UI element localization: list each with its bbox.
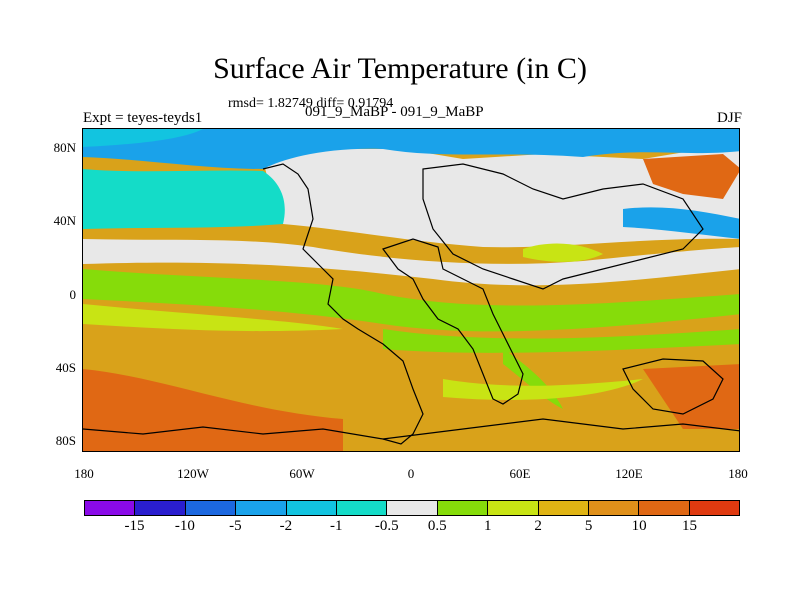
green-band-equator: [383, 329, 739, 353]
colorbar-label-7: 1: [483, 518, 492, 534]
hot-region-siberia: [643, 154, 739, 199]
colorbar-swatch-9: [538, 501, 589, 515]
colorbar-label-6: 0.5: [427, 518, 447, 534]
map-title: Surface Air Temperature (in C): [213, 52, 587, 85]
eurasia-coastline: [422, 163, 704, 290]
colorbar-swatch-1: [135, 501, 186, 515]
colorbar-label-11: 15: [682, 518, 698, 534]
colorbar-swatch-0: [85, 501, 136, 515]
colorbar-label-1: -10: [174, 518, 195, 534]
colorbar-swatch-7: [437, 501, 489, 515]
neutral-band-north: [83, 239, 739, 286]
colorbar-swatch-5: [336, 501, 388, 515]
colorbar-label-0: -15: [124, 518, 145, 534]
colorbar-swatch-11: [639, 501, 690, 515]
coastlines: [83, 163, 739, 445]
hot-region-south-pacific: [83, 369, 343, 451]
colorbar-label-10: 10: [631, 518, 647, 534]
colorbar-label-9: 5: [584, 518, 593, 534]
colorbar-label-8: 2: [534, 518, 542, 534]
africa-coastline: [382, 238, 524, 405]
colorbar-label-4: -1: [330, 518, 343, 534]
case-label: 091_9_MaBP - 091_9_MaBP: [305, 104, 484, 120]
colorbar-swatch-2: [185, 501, 237, 515]
y-tick-80s: 80S: [55, 433, 76, 448]
colorbar: [84, 500, 740, 516]
temperature-field: [83, 129, 739, 451]
experiment-label: Expt = teyes-teyds1: [83, 110, 203, 126]
y-tick-0: 0: [69, 287, 77, 302]
colorbar-swatch-10: [588, 501, 640, 515]
yellow-green-south-atlantic: [443, 379, 643, 400]
x-tick-120w: 120W: [177, 466, 209, 481]
x-tick-0: 0: [407, 466, 415, 481]
antarctica-coastline: [83, 418, 739, 440]
x-tick-60w: 60W: [289, 466, 315, 481]
blue-region-arctic: [83, 129, 739, 169]
americas-coastline: [262, 163, 424, 445]
colorbar-label-3: -2: [279, 518, 293, 534]
season-label: DJF: [716, 110, 742, 126]
cyan-arctic-west: [83, 129, 203, 147]
australia-coastline: [622, 358, 724, 415]
blue-region-north-pacific-east: [623, 207, 739, 239]
x-tick-60e: 60E: [509, 466, 531, 481]
cyan-region-north-pacific: [83, 169, 285, 229]
colorbar-swatch-8: [488, 501, 539, 515]
neutral-region-eurasia: [263, 149, 739, 248]
map-plot-area: [82, 128, 740, 452]
y-tick-40s: 40S: [55, 360, 76, 375]
yellow-green-asia: [523, 243, 603, 262]
colorbar-label-2: -5: [229, 518, 242, 534]
colorbar-swatch-6: [387, 501, 438, 515]
colorbar-swatch-12: [689, 501, 740, 515]
y-tick-80n: 80N: [53, 140, 76, 155]
hot-region-south-east: [643, 364, 739, 429]
green-africa-south: [503, 349, 563, 409]
x-tick-180w: 180: [74, 466, 94, 481]
colorbar-label-5: -0.5: [374, 518, 399, 534]
x-tick-180e: 180: [728, 466, 748, 481]
colorbar-swatch-3: [236, 501, 287, 515]
green-band-north-tropics: [83, 269, 739, 332]
colorbar-swatch-4: [286, 501, 337, 515]
x-tick-120e: 120E: [615, 466, 643, 481]
y-tick-40n: 40N: [53, 213, 76, 228]
stats-subtitle: rmsd= 1.82749 diff= 0.91794: [228, 96, 394, 111]
yellow-green-band: [83, 304, 343, 332]
